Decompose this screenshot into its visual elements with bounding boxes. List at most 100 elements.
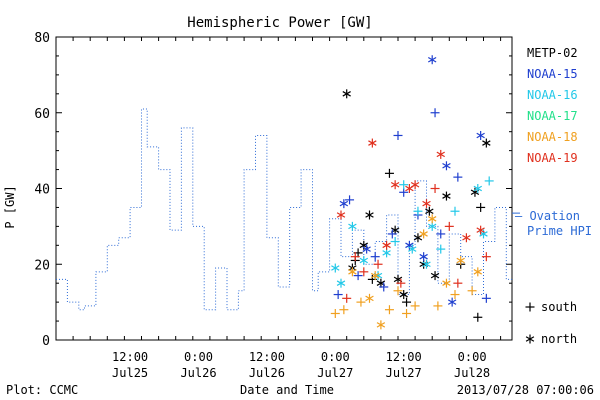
noaa-15-south-point bbox=[379, 282, 389, 292]
marker-legend-label: south bbox=[541, 300, 577, 314]
x-tick-label: 12:00 bbox=[112, 350, 148, 364]
metp-02-north-point-c bbox=[425, 208, 434, 214]
noaa-18-north-point-c bbox=[376, 322, 386, 328]
y-tick-label: 60 bbox=[34, 107, 50, 122]
noaa-15-north-point-c bbox=[476, 132, 485, 139]
noaa-18-south-point bbox=[450, 290, 460, 300]
noaa-15-north-point-c bbox=[427, 56, 437, 63]
noaa-18-north-point bbox=[456, 255, 465, 265]
noaa-16-north-point-c bbox=[331, 265, 340, 271]
noaa-16-north-point bbox=[336, 278, 346, 288]
noaa-19-north-point bbox=[462, 233, 471, 243]
x-tick-label: Jul26 bbox=[180, 366, 216, 380]
noaa-16-south-point bbox=[390, 237, 400, 247]
metp-02-north-point-c bbox=[482, 140, 491, 146]
noaa-16-north-point-c bbox=[348, 223, 357, 230]
x-tick-label: 0:00 bbox=[321, 350, 350, 364]
metp-02-north-point-c bbox=[442, 193, 451, 199]
metp-02-north-point-c bbox=[376, 280, 386, 286]
noaa-15-north-point bbox=[339, 199, 349, 209]
y-tick-label: 40 bbox=[34, 183, 50, 198]
noaa-16-north-point bbox=[422, 259, 431, 269]
noaa-18-south-point bbox=[433, 301, 443, 311]
noaa-15-north-point-c bbox=[442, 163, 451, 169]
noaa-19-north-point-c bbox=[382, 242, 391, 249]
noaa-16-south-point bbox=[484, 176, 494, 186]
noaa-19-south-point bbox=[350, 252, 360, 262]
noaa-18-north-point-c bbox=[427, 216, 437, 222]
marker-legend-label: north bbox=[541, 332, 577, 346]
noaa-16-north-point bbox=[408, 244, 417, 254]
series-metp-02 bbox=[342, 89, 491, 322]
noaa-18-south-point bbox=[330, 308, 340, 318]
noaa-16-north-point-c bbox=[408, 246, 417, 252]
noaa-15-north-point bbox=[442, 161, 451, 171]
legend-metp-02: METP-02 bbox=[527, 46, 578, 60]
noaa-15-south-point bbox=[436, 229, 446, 239]
noaa-19-south-point bbox=[453, 278, 463, 288]
x-tick-label: 0:00 bbox=[184, 350, 213, 364]
metp-02-north-point-c bbox=[359, 242, 369, 249]
noaa-19-north-point-c bbox=[436, 151, 445, 158]
noaa-18-north-point bbox=[370, 271, 380, 281]
metp-02-north-point bbox=[342, 89, 351, 99]
marker-legend-symbol bbox=[525, 302, 535, 312]
noaa-18-north-point-c bbox=[456, 257, 465, 264]
metp-02-north-point bbox=[399, 290, 408, 300]
noaa-18-north-point bbox=[365, 293, 374, 303]
noaa-18-north-point-c bbox=[348, 269, 357, 275]
noaa-18-north-point bbox=[442, 278, 451, 288]
noaa-16-north-point-c bbox=[422, 261, 431, 268]
noaa-15-north-point-c bbox=[339, 200, 349, 207]
noaa-19-north-point bbox=[405, 184, 414, 193]
metp-02-north-point bbox=[442, 191, 451, 201]
noaa-18-south-point bbox=[339, 305, 349, 315]
metp-02-north-point bbox=[430, 271, 440, 281]
x-tick-label: 0:00 bbox=[458, 350, 487, 364]
x-tick-label: 12:00 bbox=[249, 350, 285, 364]
ovation-line bbox=[56, 108, 512, 311]
series-noaa-18 bbox=[330, 214, 483, 330]
noaa-18-north-point-c bbox=[419, 231, 428, 237]
noaa-18-south-point bbox=[393, 286, 403, 296]
noaa-19-north-point-c bbox=[476, 227, 485, 233]
noaa-18-north-point bbox=[348, 267, 357, 277]
noaa-19-south-point bbox=[444, 221, 454, 231]
metp-02-north-point bbox=[425, 206, 434, 216]
noaa-16-north-point bbox=[359, 255, 369, 265]
series-noaa-16 bbox=[331, 176, 494, 288]
noaa-19-north-point bbox=[368, 138, 377, 148]
x-tick-label: Jul27 bbox=[386, 366, 422, 380]
metp-02-south-point bbox=[384, 168, 394, 178]
noaa-16-north-point-c bbox=[359, 257, 369, 264]
legend-noaa-15: NOAA-15 bbox=[527, 67, 578, 81]
noaa-19-north-point-c bbox=[336, 212, 346, 218]
noaa-16-south-point bbox=[436, 244, 446, 254]
noaa-19-north-point-c bbox=[410, 181, 420, 188]
noaa-19-north-point-c bbox=[462, 234, 471, 241]
noaa-18-north-point bbox=[427, 214, 437, 224]
noaa-15-north-point-c bbox=[447, 299, 457, 305]
noaa-19-north-point bbox=[390, 180, 400, 190]
x-tick-label: Jul28 bbox=[454, 366, 490, 380]
noaa-15-north-point-c bbox=[362, 246, 371, 252]
noaa-16-north-point-c bbox=[473, 185, 483, 192]
metp-02-south-point bbox=[476, 202, 486, 212]
noaa-15-south-point bbox=[430, 108, 440, 118]
legend-ovation-line1: — Ovation bbox=[515, 209, 580, 223]
y-axis-label: P [GW] bbox=[3, 185, 17, 228]
noaa-16-south-point bbox=[413, 206, 423, 216]
noaa-16-north-point bbox=[427, 221, 437, 231]
noaa-19-south-point bbox=[373, 259, 383, 269]
x-tick-label: Jul26 bbox=[249, 366, 285, 380]
metp-02-south-point bbox=[473, 312, 483, 322]
noaa-15-south-point bbox=[387, 229, 397, 239]
noaa-18-north-point bbox=[376, 320, 386, 330]
legend-noaa-17: NOAA-17 bbox=[527, 109, 578, 123]
noaa-19-north-point bbox=[336, 210, 346, 220]
noaa-16-north-point bbox=[382, 248, 391, 258]
metp-02-north-point-c bbox=[399, 291, 408, 298]
noaa-15-south-point bbox=[453, 172, 463, 182]
noaa-18-south-point bbox=[384, 305, 394, 315]
